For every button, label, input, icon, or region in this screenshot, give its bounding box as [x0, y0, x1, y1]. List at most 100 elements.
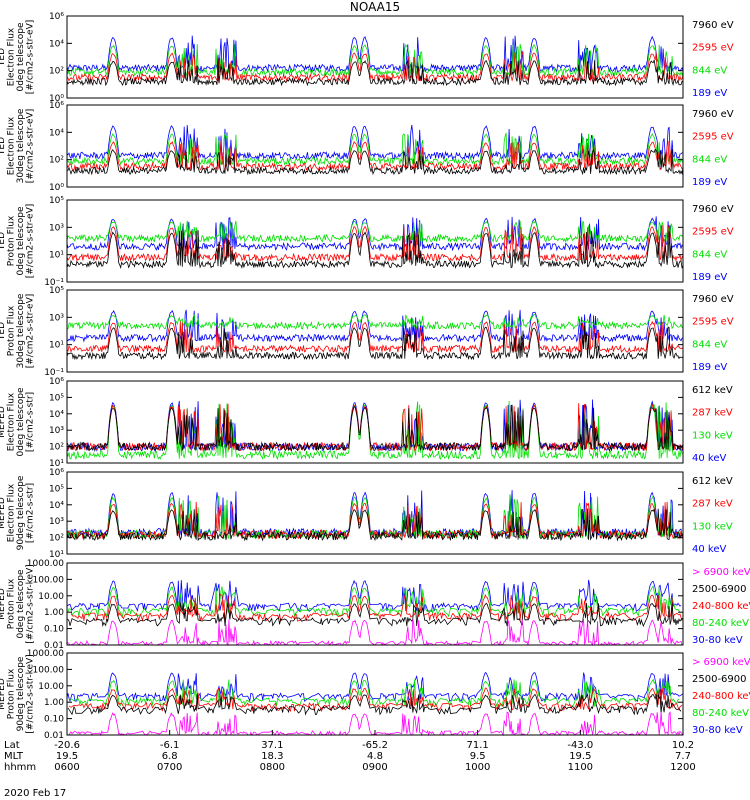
y-tick-label: 10¹	[49, 341, 64, 351]
y-tick-label: 0.10	[44, 625, 64, 635]
legend-entry: 7960 eV	[692, 294, 734, 305]
y-tick-label: 10⁶	[49, 468, 64, 478]
legend-entry: 2500-6900	[692, 674, 747, 685]
series-trace	[66, 602, 684, 628]
x-tick-label: 19.5	[569, 751, 591, 762]
legend-entry: 844 eV	[692, 154, 727, 165]
legend-entry: 2595 eV	[692, 43, 734, 54]
y-axis-title: TEDProton Flux30deg telescope[#/cm2-s-st…	[0, 293, 36, 368]
x-tick-label: 1100	[568, 762, 593, 773]
legend-entry: 7960 eV	[692, 20, 734, 31]
y-axis-title-line: 90deg telescope	[16, 656, 26, 731]
y-tick-label: 10²	[49, 156, 64, 166]
legend-entry: 2595 eV	[692, 132, 734, 143]
legend-entry: 40 keV	[692, 544, 726, 555]
series-trace	[66, 501, 684, 540]
plot-frame	[66, 289, 684, 373]
x-row-label: hhmm	[4, 762, 36, 773]
y-axis-title: MEPEDProton Flux90deg telescope[#/cm2-s-…	[0, 654, 36, 733]
series-trace	[66, 494, 684, 540]
y-axis-title-line: Electron Flux	[7, 392, 17, 451]
legend-entry: 30-80 keV	[692, 635, 743, 646]
y-tick-label: 10⁴	[49, 410, 64, 420]
x-tick-label: 10.2	[672, 740, 694, 751]
x-axis: LatMLThhmm-20.619.50600-6.16.8070037.118…	[4, 730, 696, 773]
x-row-label: MLT	[4, 751, 24, 762]
plot-frame	[66, 380, 684, 464]
legend-entry: 7960 eV	[692, 204, 734, 215]
x-tick-label: -20.6	[54, 740, 80, 751]
series-trace	[66, 579, 682, 613]
y-axis-title-line: Proton Flux	[7, 578, 17, 629]
y-tick-label: 10³	[49, 426, 64, 436]
y-tick-label: 10¹	[49, 251, 64, 261]
y-tick-label: 10³	[49, 223, 64, 233]
legend-entry: 240-800 keV	[692, 691, 750, 702]
y-axis-title: MEPEDElectron Flux90deg telescope[#/cm2-…	[0, 475, 36, 550]
legend-entry: 130 keV	[692, 430, 733, 441]
series-trace	[66, 619, 683, 647]
y-axis-title: TEDElectron Flux0deg telescope[#/cm2-s-s…	[0, 20, 36, 95]
x-tick-label: -6.1	[160, 740, 180, 751]
legend-entry: 844 eV	[692, 249, 727, 260]
y-axis-title-line: MEPED	[0, 497, 7, 529]
y-axis-title-line: Electron Flux	[7, 116, 17, 175]
x-tick-label: 18.3	[261, 751, 283, 762]
series-trace	[66, 59, 684, 87]
x-tick-label: 9.5	[470, 751, 486, 762]
series-trace	[66, 230, 684, 270]
y-tick-label: 0.01	[44, 731, 64, 741]
legend-entry: 189 eV	[692, 272, 727, 283]
series-trace	[66, 35, 684, 73]
legend-entry: 189 eV	[692, 177, 727, 188]
legend-entry: 287 keV	[692, 408, 733, 419]
y-axis-title-line: 0deg telescope	[16, 22, 26, 92]
plot-frame	[66, 652, 684, 736]
y-tick-label: 10.00	[38, 592, 64, 602]
y-tick-label: 10⁵	[49, 286, 64, 296]
y-axis-title-line: TED	[0, 232, 7, 251]
y-axis-title-line: [#/cm2-s-str-keV]	[26, 654, 36, 733]
y-axis-title-line: Proton Flux	[7, 305, 17, 356]
y-tick-label: 10²	[49, 443, 64, 453]
legend-entry: 189 eV	[692, 362, 727, 373]
legend-entry: 130 keV	[692, 521, 733, 532]
legend-entry: 80-240 keV	[692, 708, 749, 719]
y-axis-title-line: MEPED	[0, 678, 7, 710]
plot-frame	[66, 104, 684, 188]
y-tick-label: 100.00	[33, 665, 65, 675]
plot-frame	[66, 199, 684, 283]
y-tick-label: 0.10	[44, 715, 64, 725]
panel-1: 10⁰ 10² 10⁴ 10⁶ TEDElectron Flux0deg telesco…	[0, 12, 734, 104]
y-tick-label: 10²	[49, 534, 64, 544]
y-tick-label: 10⁴	[49, 501, 64, 511]
y-tick-label: 10⁴	[49, 39, 64, 49]
x-tick-label: 71.1	[467, 740, 489, 751]
y-axis-title-line: Electron Flux	[7, 483, 17, 542]
series-trace	[66, 404, 684, 453]
series-trace	[68, 678, 680, 708]
legend-entry: 612 keV	[692, 385, 733, 396]
y-axis-title-line: [#/cm2-s-str]	[26, 483, 36, 543]
x-tick-label: 1200	[670, 762, 695, 773]
y-axis-title: TEDProton Flux0deg telescope[#/cm2-s-str…	[0, 204, 36, 279]
y-tick-label: 10³	[49, 517, 64, 527]
legend-entry: 844 eV	[692, 65, 727, 76]
y-tick-label: 1.00	[44, 698, 64, 708]
panel-6: 10¹ 10² 10³ 10⁴ 10⁵ 10⁶ MEPEDElectron Flux90de…	[0, 468, 733, 560]
y-tick-label: 10¹	[49, 459, 64, 469]
series-trace	[66, 132, 684, 166]
y-axis-title: MEPEDElectron Flux0deg telescope[#/cm2-s…	[0, 387, 36, 457]
legend-entry: 7960 eV	[692, 109, 734, 120]
y-tick-label: 10⁻¹	[44, 278, 64, 288]
y-axis-title-line: TED	[0, 48, 7, 67]
y-axis-title-line: Proton Flux	[7, 668, 17, 719]
legend-entry: 2500-6900	[692, 584, 747, 595]
y-axis-title-line: [#/cm2-s-str-eV]	[26, 20, 36, 95]
y-tick-label: 10⁶	[49, 101, 64, 111]
series-trace	[66, 51, 684, 83]
series-trace	[66, 309, 684, 343]
x-tick-label: -65.2	[362, 740, 388, 751]
series-trace	[66, 490, 684, 539]
